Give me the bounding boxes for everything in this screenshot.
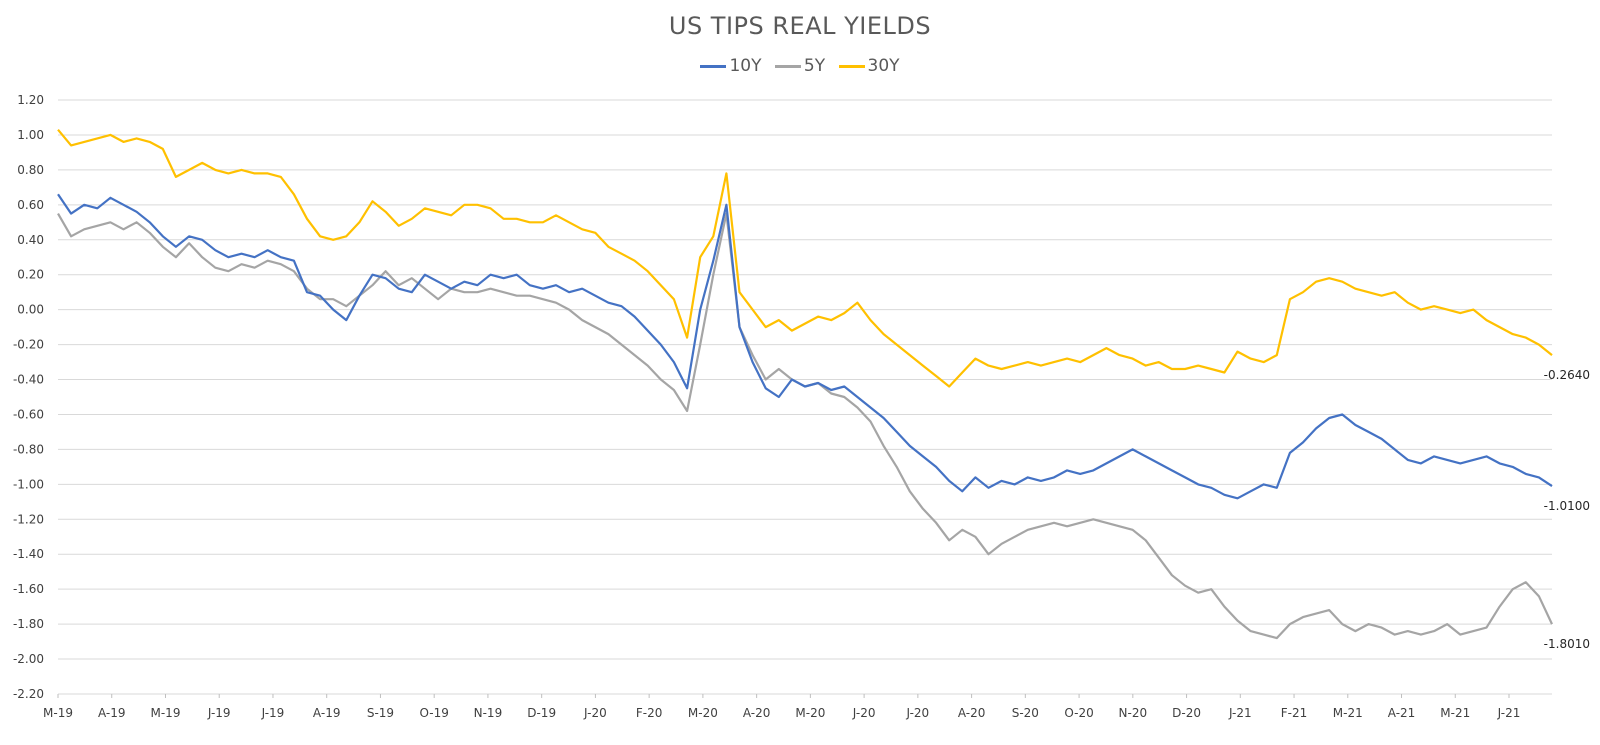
legend-swatch-5y <box>774 64 801 68</box>
x-tick-label-23: F-21 <box>1281 706 1308 720</box>
x-tick-label-18: S-20 <box>1012 706 1039 720</box>
legend-label-10y: 10Y <box>729 56 762 76</box>
x-tick-label-10: J-20 <box>583 706 607 720</box>
x-tick-label-22: J-21 <box>1228 706 1252 720</box>
y-tick-label-14: -1.60 <box>13 582 44 596</box>
y-tick-label-3: 0.60 <box>17 198 44 212</box>
y-tick-label-13: -1.40 <box>13 547 44 561</box>
end-label-30y: -0.2640 <box>1544 368 1590 382</box>
y-tick-label-11: -1.00 <box>13 477 44 491</box>
x-tick-label-25: A-21 <box>1388 706 1416 720</box>
y-tick-label-8: -0.40 <box>13 373 44 387</box>
y-tick-label-16: -2.00 <box>13 652 44 666</box>
legend-item-30y: 30Y <box>838 56 900 76</box>
x-tick-label-12: M-20 <box>688 706 718 720</box>
x-tick-label-2: M-19 <box>151 706 181 720</box>
x-tick-label-1: A-19 <box>98 706 126 720</box>
x-tick-label-16: J-20 <box>905 706 929 720</box>
series-line-30y <box>57 128 1553 388</box>
x-tick-label-17: A-20 <box>958 706 986 720</box>
x-tick-label-26: M-21 <box>1440 706 1470 720</box>
end-label-5y: -1.8010 <box>1544 637 1590 651</box>
x-tick-label-5: A-19 <box>313 706 341 720</box>
legend-swatch-10y <box>700 64 727 68</box>
x-tick-label-4: J-19 <box>261 706 285 720</box>
x-tick-label-27: J-21 <box>1497 706 1521 720</box>
y-tick-label-10: -0.80 <box>13 442 44 456</box>
x-tick-label-14: M-20 <box>795 706 825 720</box>
series-line-5y <box>57 212 1553 640</box>
x-tick-label-6: S-19 <box>367 706 394 720</box>
x-tick-label-9: D-19 <box>527 706 556 720</box>
y-tick-label-9: -0.60 <box>13 407 44 421</box>
x-tick-label-19: O-20 <box>1064 706 1093 720</box>
legend-swatch-30y <box>838 64 865 68</box>
x-tick-label-8: N-19 <box>474 706 503 720</box>
y-tick-label-15: -1.80 <box>13 617 44 631</box>
y-tick-label-1: 1.00 <box>17 128 44 142</box>
y-tick-label-2: 0.80 <box>17 163 44 177</box>
x-tick-label-15: J-20 <box>852 706 876 720</box>
y-tick-label-4: 0.40 <box>17 233 44 247</box>
legend: 10Y 5Y 30Y <box>0 56 1600 76</box>
legend-label-5y: 5Y <box>803 56 826 76</box>
y-tick-label-6: 0.00 <box>17 303 44 317</box>
x-tick-label-7: O-19 <box>419 706 448 720</box>
y-tick-label-5: 0.20 <box>17 268 44 282</box>
legend-label-30y: 30Y <box>867 56 900 76</box>
x-tick-label-21: D-20 <box>1172 706 1201 720</box>
x-tick-label-13: A-20 <box>743 706 771 720</box>
y-tick-label-0: 1.20 <box>17 93 44 107</box>
legend-item-10y: 10Y <box>700 56 761 76</box>
x-tick-label-24: M-21 <box>1333 706 1363 720</box>
x-tick-label-3: J-19 <box>207 706 231 720</box>
x-tick-label-11: F-20 <box>636 706 663 720</box>
end-label-10y: -1.0100 <box>1544 499 1590 513</box>
x-tick-label-0: M-19 <box>43 706 73 720</box>
chart-title: US TIPS REAL YIELDS <box>668 12 932 40</box>
series-line-10y <box>57 193 1553 500</box>
y-tick-label-12: -1.20 <box>13 512 44 526</box>
y-tick-label-7: -0.20 <box>13 338 44 352</box>
y-tick-label-17: -2.20 <box>13 687 44 701</box>
x-tick-label-20: N-20 <box>1119 706 1148 720</box>
legend-item-5y: 5Y <box>774 56 826 76</box>
